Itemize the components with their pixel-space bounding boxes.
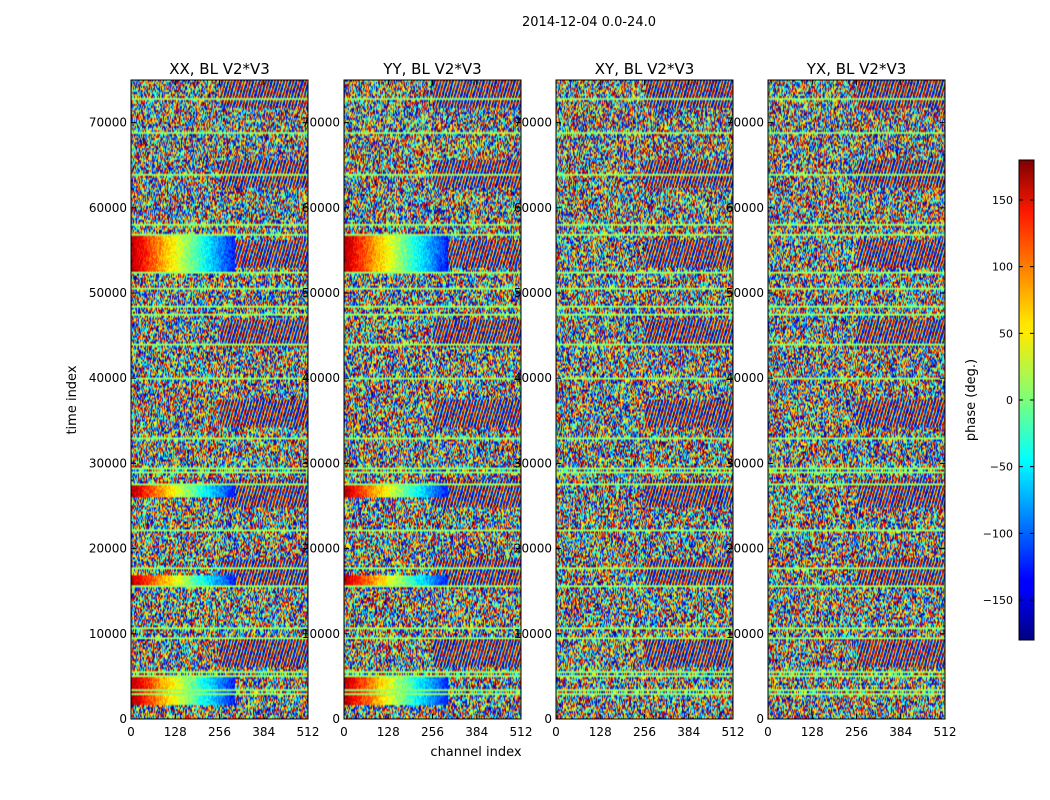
y-tick-label: 10000 <box>726 627 764 641</box>
y-tick-label: 40000 <box>89 371 127 385</box>
y-tick-label: 30000 <box>89 456 127 470</box>
y-tick-label: 40000 <box>514 371 552 385</box>
colorbar: −150 −100 −50 0 50 100 150 phase (deg.) <box>964 159 1035 641</box>
colorbar-tick-label: 50 <box>999 327 1013 340</box>
panel-title: XY, BL V2*V3 <box>595 60 695 78</box>
panel-title: XX, BL V2*V3 <box>169 60 270 78</box>
y-tick-label: 50000 <box>726 286 764 300</box>
y-axis-label: time index <box>65 365 80 434</box>
y-tick-label: 40000 <box>302 371 340 385</box>
x-tick-label: 384 <box>252 725 275 739</box>
panel-yy: YY, BL V2*V3 0 128 256 384 512 0 10000 20000 3000… <box>302 60 533 739</box>
y-tick-label: 50000 <box>302 286 340 300</box>
colorbar-tick-label: 150 <box>992 194 1013 207</box>
x-tick-label: 256 <box>421 725 444 739</box>
y-tick-label: 0 <box>756 712 764 726</box>
panels-group: XX, BL V2*V3 0 128 256 384 512 0 10000 20000 3000… <box>89 60 957 739</box>
colorbar-tick-label: −150 <box>983 594 1013 607</box>
x-tick-label: 128 <box>164 725 187 739</box>
y-tick-label: 30000 <box>514 456 552 470</box>
y-tick-label: 30000 <box>302 456 340 470</box>
y-tick-label: 10000 <box>302 627 340 641</box>
x-tick-label: 128 <box>377 725 400 739</box>
y-tick-label: 70000 <box>89 116 127 130</box>
y-tick-label: 20000 <box>302 542 340 556</box>
x-tick-label: 0 <box>127 725 135 739</box>
colorbar-tick-label: 0 <box>1006 394 1013 407</box>
y-tick-label: 50000 <box>89 286 127 300</box>
colorbar-label: phase (deg.) <box>964 359 979 441</box>
x-tick-label: 0 <box>764 725 772 739</box>
y-tick-label: 60000 <box>514 201 552 215</box>
colorbar-tick-label: 100 <box>992 261 1013 274</box>
x-tick-label: 512 <box>722 725 745 739</box>
colorbar-tick-label: −50 <box>990 461 1013 474</box>
panel-xx: XX, BL V2*V3 0 128 256 384 512 0 10000 20000 3000… <box>89 60 320 739</box>
x-tick-label: 512 <box>510 725 533 739</box>
phase-raster <box>768 80 945 719</box>
phase-raster <box>344 80 521 719</box>
y-tick-label: 20000 <box>89 542 127 556</box>
y-tick-label: 60000 <box>726 201 764 215</box>
panel-xy: XY, BL V2*V3 0 128 256 384 512 0 10000 20000 3000… <box>514 60 745 739</box>
y-tick-label: 30000 <box>726 456 764 470</box>
panel-title: YX, BL V2*V3 <box>806 60 907 78</box>
panel-title: YY, BL V2*V3 <box>382 60 481 78</box>
phase-raster <box>131 80 308 719</box>
x-tick-label: 256 <box>208 725 231 739</box>
y-tick-label: 0 <box>544 712 552 726</box>
x-tick-label: 384 <box>465 725 488 739</box>
x-tick-label: 384 <box>889 725 912 739</box>
y-tick-label: 40000 <box>726 371 764 385</box>
phase-raster <box>556 80 733 719</box>
colorbar-tick-label: −100 <box>983 527 1013 540</box>
x-tick-label: 512 <box>297 725 320 739</box>
y-tick-label: 70000 <box>302 116 340 130</box>
y-tick-label: 10000 <box>514 627 552 641</box>
y-tick-label: 70000 <box>514 116 552 130</box>
y-tick-label: 70000 <box>726 116 764 130</box>
y-tick-label: 20000 <box>726 542 764 556</box>
x-tick-label: 256 <box>845 725 868 739</box>
panel-yx: YX, BL V2*V3 0 128 256 384 512 0 10000 20000 3000… <box>726 60 957 739</box>
x-tick-label: 384 <box>677 725 700 739</box>
y-tick-label: 10000 <box>89 627 127 641</box>
y-tick-label: 60000 <box>89 201 127 215</box>
y-tick-label: 0 <box>332 712 340 726</box>
y-tick-label: 20000 <box>514 542 552 556</box>
x-tick-label: 128 <box>589 725 612 739</box>
x-tick-label: 0 <box>340 725 348 739</box>
y-tick-label: 0 <box>119 712 127 726</box>
x-tick-label: 0 <box>552 725 560 739</box>
y-tick-label: 50000 <box>514 286 552 300</box>
x-axis-label: channel index <box>430 745 521 760</box>
y-tick-label: 60000 <box>302 201 340 215</box>
x-tick-label: 512 <box>934 725 957 739</box>
x-tick-label: 256 <box>633 725 656 739</box>
figure-title: 2014-12-04 0.0-24.0 <box>522 15 656 30</box>
x-tick-label: 128 <box>801 725 824 739</box>
